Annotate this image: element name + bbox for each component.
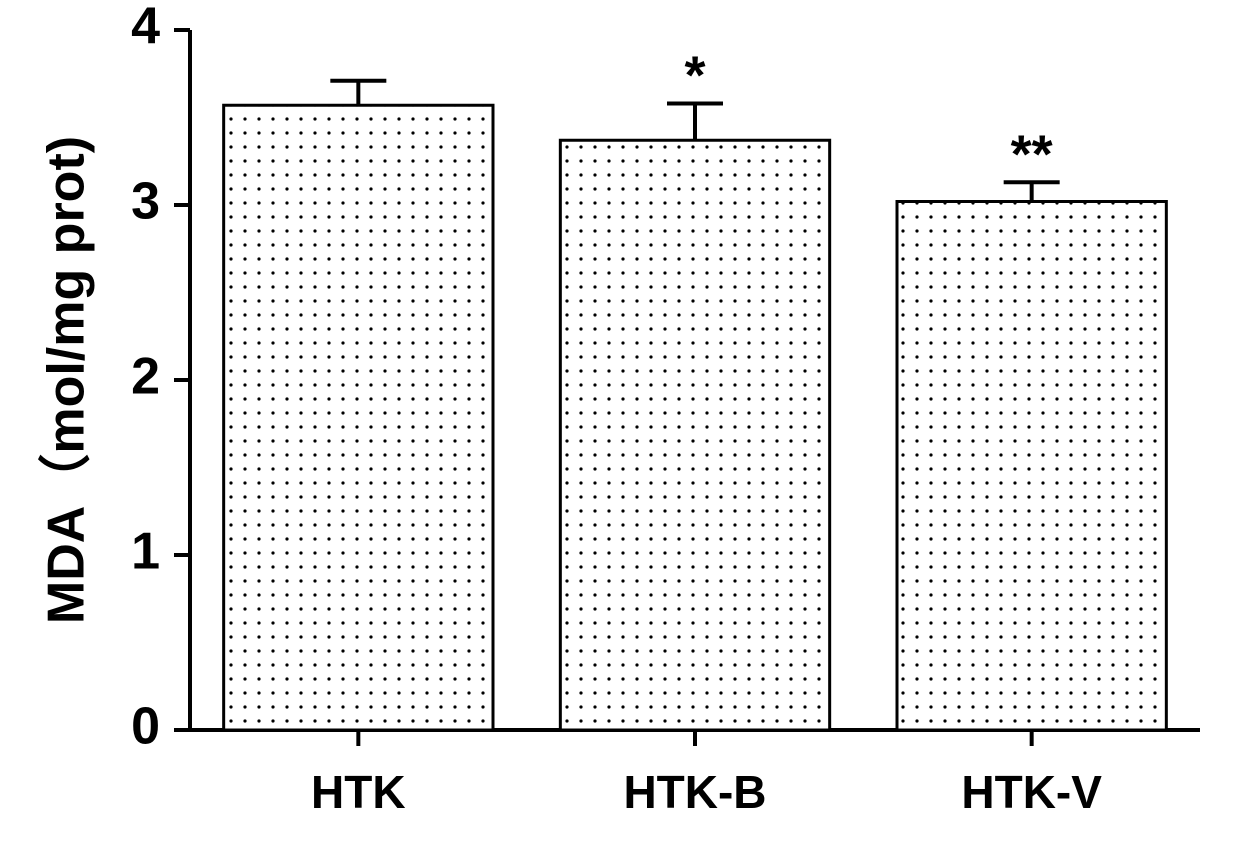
y-tick-label: 0 bbox=[131, 698, 160, 756]
bar bbox=[224, 105, 493, 730]
significance-marker: ** bbox=[1011, 124, 1053, 184]
bar bbox=[560, 140, 829, 730]
chart-svg: 0 1 2 3 4 MDA（mol/mg prot) HTK * HTK-B ** HTK-V bbox=[0, 0, 1240, 849]
y-tick-label: 3 bbox=[131, 173, 160, 231]
y-tick-label: 2 bbox=[131, 348, 160, 406]
x-tick-label: HTK-V bbox=[961, 766, 1102, 818]
x-tick-label: HTK-B bbox=[623, 766, 766, 818]
significance-marker: * bbox=[684, 46, 705, 106]
y-tick-label: 1 bbox=[131, 523, 160, 581]
y-axis-label: MDA（mol/mg prot) bbox=[38, 136, 96, 624]
x-tick-label: HTK bbox=[311, 766, 406, 818]
mda-bar-chart: 0 1 2 3 4 MDA（mol/mg prot) HTK * HTK-B ** HTK-V bbox=[0, 0, 1240, 849]
bar bbox=[897, 202, 1166, 731]
y-tick-label: 4 bbox=[131, 0, 160, 56]
